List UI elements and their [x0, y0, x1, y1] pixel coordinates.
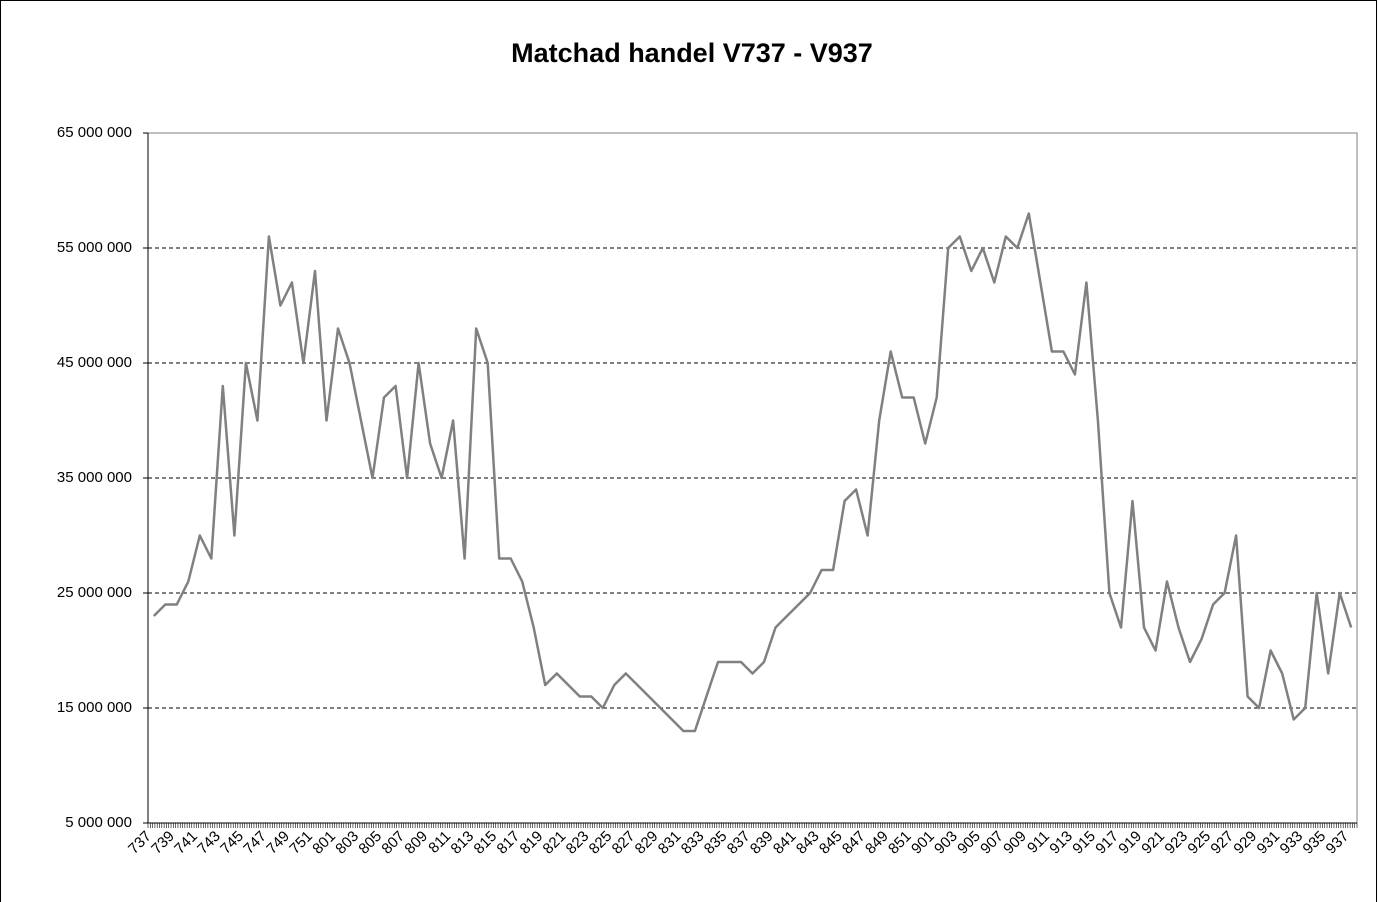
chart-title: Matchad handel V737 - V937 — [511, 38, 873, 68]
y-tick-label: 65 000 000 — [57, 124, 132, 141]
y-tick-label: 55 000 000 — [57, 239, 132, 256]
y-tick-label: 45 000 000 — [57, 354, 132, 371]
y-tick-label: 35 000 000 — [57, 469, 132, 486]
y-tick-label: 5 000 000 — [65, 814, 132, 831]
y-tick-label: 25 000 000 — [57, 584, 132, 601]
y-tick-label: 15 000 000 — [57, 699, 132, 716]
data-line — [152, 212, 1353, 733]
